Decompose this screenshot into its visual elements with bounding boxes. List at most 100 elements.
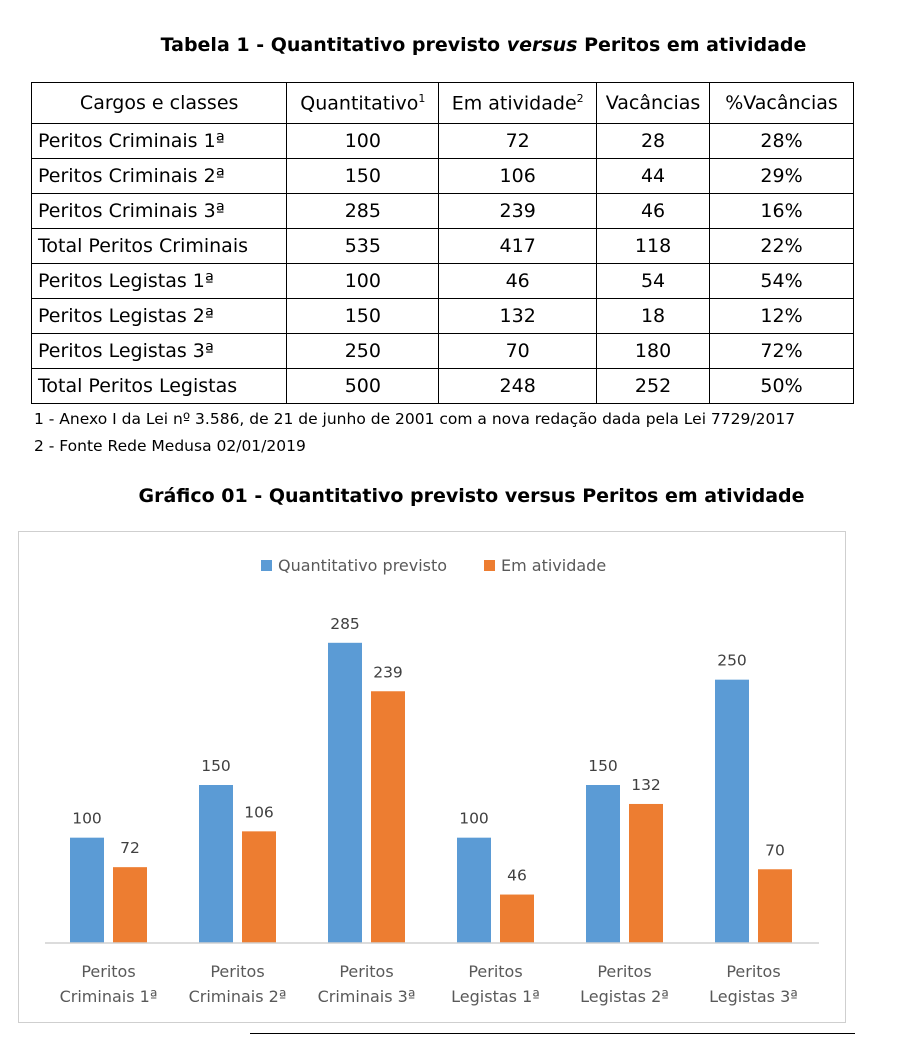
bar-0-3 — [457, 837, 491, 943]
quantitativo-table: Cargos e classes Quantitativo1 Em ativid… — [30, 82, 854, 404]
cell-pct-vacancias: 72% — [709, 333, 854, 369]
table-header-row: Cargos e classes Quantitativo1 Em ativid… — [30, 82, 854, 124]
x-tick-label-0-1: Criminais 1ª — [60, 987, 158, 1006]
data-label-0-5: 250 — [717, 652, 747, 670]
x-tick-label-1-0: Peritos — [210, 962, 264, 981]
table-title: Tabela 1 - Quantitativo previsto versus … — [0, 34, 900, 56]
cell-pct-vacancias: 12% — [709, 298, 854, 334]
bar-1-2 — [371, 691, 405, 943]
footnote-1: 1 - Anexo I da Lei nº 3.586, de 21 de ju… — [34, 410, 796, 428]
cell-cargo: Total Peritos Legistas — [30, 368, 288, 404]
cell-quantitativo: 150 — [286, 158, 440, 194]
cell-em-atividade: 132 — [438, 298, 598, 334]
table-row: Peritos Criminais 3ª 285 239 46 16% — [30, 193, 854, 229]
cell-vacancias: 118 — [596, 228, 711, 264]
header-cargos: Cargos e classes — [30, 82, 288, 124]
bar-0-1 — [199, 785, 233, 943]
cell-pct-vacancias: 28% — [709, 123, 854, 159]
data-label-0-3: 100 — [459, 810, 489, 828]
footnote-2: 2 - Fonte Rede Medusa 02/01/2019 — [34, 437, 306, 455]
x-tick-label-4-1: Legistas 2ª — [580, 987, 669, 1006]
x-tick-label-2-1: Criminais 3ª — [318, 987, 416, 1006]
legend-swatch-1 — [484, 560, 495, 571]
x-tick-label-2-0: Peritos — [339, 962, 393, 981]
cell-vacancias: 252 — [596, 368, 711, 404]
cell-cargo: Peritos Criminais 1ª — [30, 123, 288, 159]
table-row: Total Peritos Criminais 535 417 118 22% — [30, 228, 854, 264]
cell-em-atividade: 248 — [438, 368, 598, 404]
legend-swatch-0 — [261, 560, 272, 571]
cell-cargo: Peritos Legistas 3ª — [30, 333, 288, 369]
table-row: Peritos Criminais 1ª 100 72 28 28% — [30, 123, 854, 159]
header-quantitativo: Quantitativo1 — [286, 82, 440, 124]
data-label-1-1: 106 — [244, 803, 274, 821]
cell-cargo: Total Peritos Criminais — [30, 228, 288, 264]
bar-1-1 — [242, 831, 276, 943]
header-vacancias: Vacâncias — [596, 82, 711, 124]
footnote-ref-2: 2 — [576, 91, 584, 105]
cell-cargo: Peritos Criminais 2ª — [30, 158, 288, 194]
cell-vacancias: 46 — [596, 193, 711, 229]
data-label-0-1: 150 — [201, 757, 231, 775]
bar-0-5 — [715, 679, 749, 943]
cell-pct-vacancias: 22% — [709, 228, 854, 264]
cell-pct-vacancias: 54% — [709, 263, 854, 299]
data-label-1-4: 132 — [631, 776, 661, 794]
legend-label-1: Em atividade — [501, 556, 606, 575]
x-tick-label-3-1: Legistas 1ª — [451, 987, 540, 1006]
table-title-prefix: Tabela 1 - Quantitativo previsto — [160, 34, 507, 56]
header-em-atividade: Em atividade2 — [438, 82, 598, 124]
cell-em-atividade: 72 — [438, 123, 598, 159]
cell-quantitativo: 250 — [286, 333, 440, 369]
bar-1-0 — [113, 867, 147, 943]
cell-em-atividade: 239 — [438, 193, 598, 229]
header-pct-vacancias: %Vacâncias — [709, 82, 854, 124]
bar-1-5 — [758, 869, 792, 943]
cell-pct-vacancias: 50% — [709, 368, 854, 404]
data-label-1-2: 239 — [373, 663, 403, 681]
cell-quantitativo: 150 — [286, 298, 440, 334]
cell-em-atividade: 70 — [438, 333, 598, 369]
cell-pct-vacancias: 29% — [709, 158, 854, 194]
cell-vacancias: 18 — [596, 298, 711, 334]
x-tick-label-5-0: Peritos — [726, 962, 780, 981]
table-row: Peritos Legistas 2ª 150 132 18 12% — [30, 298, 854, 334]
cell-pct-vacancias: 16% — [709, 193, 854, 229]
cell-quantitativo: 535 — [286, 228, 440, 264]
bar-1-3 — [500, 894, 534, 943]
table-title-italic: versus — [506, 34, 578, 56]
cell-vacancias: 180 — [596, 333, 711, 369]
cell-em-atividade: 46 — [438, 263, 598, 299]
bar-chart: Quantitativo previsto Em atividade 100 72 Pe… — [18, 531, 846, 1023]
table-row: Peritos Criminais 2ª 150 106 44 29% — [30, 158, 854, 194]
cell-cargo: Peritos Legistas 1ª — [30, 263, 288, 299]
footnote-ref-1: 1 — [418, 91, 426, 105]
cell-vacancias: 44 — [596, 158, 711, 194]
cell-em-atividade: 106 — [438, 158, 598, 194]
data-label-0-4: 150 — [588, 757, 618, 775]
cell-cargo: Peritos Criminais 3ª — [30, 193, 288, 229]
x-tick-label-4-0: Peritos — [597, 962, 651, 981]
bar-1-4 — [629, 803, 663, 943]
data-label-0-0: 100 — [72, 810, 102, 828]
x-tick-label-5-1: Legistas 3ª — [709, 987, 798, 1006]
data-label-0-2: 285 — [330, 615, 360, 633]
cell-vacancias: 54 — [596, 263, 711, 299]
cell-cargo: Peritos Legistas 2ª — [30, 298, 288, 334]
cell-quantitativo: 285 — [286, 193, 440, 229]
table-title-suffix: Peritos em atividade — [577, 34, 807, 56]
cell-quantitativo: 100 — [286, 123, 440, 159]
table-row: Peritos Legistas 1ª 100 46 54 54% — [30, 263, 854, 299]
divider — [250, 1033, 855, 1034]
table-row: Total Peritos Legistas 500 248 252 50% — [30, 368, 854, 404]
data-label-1-3: 46 — [507, 867, 527, 885]
cell-quantitativo: 500 — [286, 368, 440, 404]
bar-0-0 — [70, 837, 104, 943]
chart-title: Gráfico 01 - Quantitativo previsto versu… — [138, 485, 805, 507]
bar-chart-svg: Quantitativo previsto Em atividade 100 72 Pe… — [45, 556, 819, 1006]
x-tick-label-1-1: Criminais 2ª — [189, 987, 287, 1006]
legend-label-0: Quantitativo previsto — [278, 556, 447, 575]
bar-0-2 — [328, 642, 362, 943]
x-tick-label-0-0: Peritos — [81, 962, 135, 981]
cell-em-atividade: 417 — [438, 228, 598, 264]
